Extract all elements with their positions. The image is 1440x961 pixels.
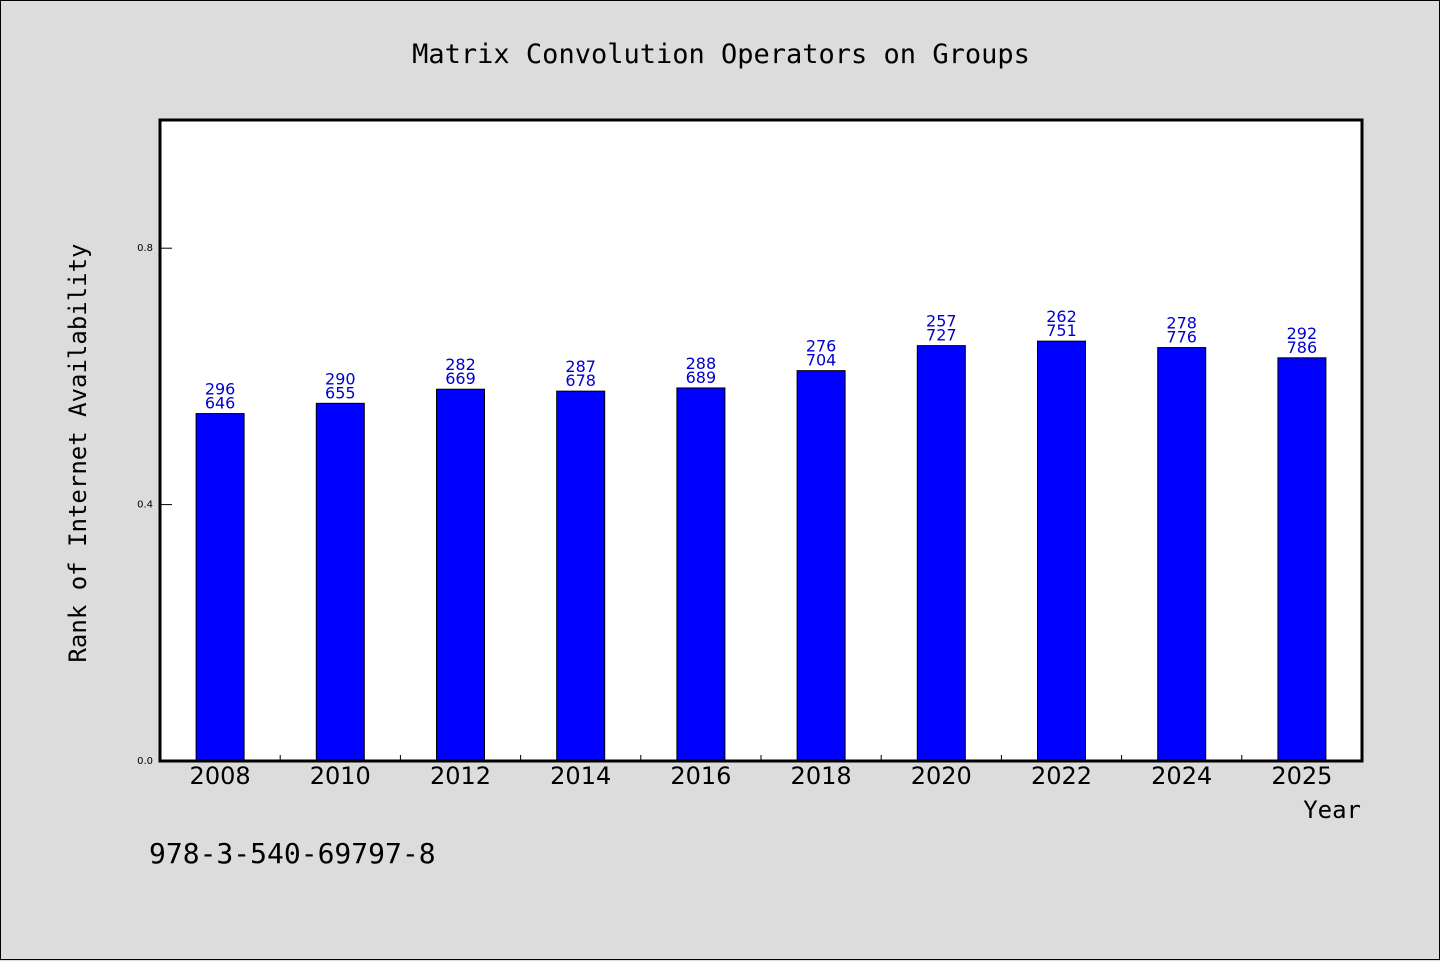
x-axis-label: Year — [1303, 796, 1361, 824]
bar-label-group: 2966462906552826692876782886892767042577… — [205, 307, 1317, 412]
bar-2020 — [916, 345, 966, 762]
x-tick-label: 2020 — [911, 762, 972, 790]
y-tick-label: 0.0 — [137, 756, 153, 767]
y-axis-label: Rank of Internet Availability — [64, 243, 92, 662]
x-tick-label: 2018 — [791, 762, 852, 790]
x-tick-label: 2010 — [310, 762, 371, 790]
bar-value-label: 278 — [1166, 314, 1197, 333]
bar-2018 — [796, 370, 846, 762]
bar-value-label: 776 — [1166, 328, 1197, 347]
chart-title: Matrix Convolution Operators on Groups — [412, 39, 1030, 70]
x-tick-label: 2016 — [670, 762, 731, 790]
x-tick-label: 2012 — [430, 762, 491, 790]
bar-value-label: 282 — [445, 355, 476, 374]
bar-value-label: 288 — [686, 354, 717, 373]
bar-value-label: 751 — [1046, 321, 1077, 340]
bar-value-label: 689 — [686, 368, 717, 387]
bar-value-label: 646 — [205, 394, 236, 413]
bar-value-label: 262 — [1046, 307, 1077, 326]
bar-2008 — [195, 413, 245, 762]
bar-value-label: 290 — [325, 369, 356, 388]
bar-2022 — [1037, 340, 1086, 762]
bar-value-label: 287 — [565, 357, 596, 376]
bar-2016 — [676, 387, 726, 762]
x-tick-label: 2025 — [1271, 762, 1332, 790]
bar-value-label: 669 — [445, 369, 476, 388]
bar-2014 — [556, 390, 606, 762]
x-tick-label: 2022 — [1031, 762, 1092, 790]
bar-2010 — [315, 402, 365, 762]
bar-value-label: 678 — [565, 371, 596, 390]
bar-value-label: 655 — [325, 383, 356, 402]
bar-2012 — [436, 388, 485, 762]
bar-value-label: 292 — [1287, 324, 1318, 343]
y-tick-label: 0.4 — [137, 500, 153, 511]
bar-value-label: 296 — [205, 380, 236, 399]
bar-value-label: 704 — [806, 351, 837, 370]
bar-2025 — [1277, 357, 1327, 762]
bar-value-label: 257 — [926, 312, 957, 331]
bar-value-label: 276 — [806, 337, 837, 356]
y-tick-label: 0.8 — [137, 243, 153, 254]
x-tick-label: 2008 — [190, 762, 251, 790]
x-tick-label: 2024 — [1151, 762, 1212, 790]
plot-frame — [158, 118, 1364, 763]
x-axis: 2008 2010 2012 2014 2016 2018 2020 2022 2024 2025 — [190, 755, 1332, 790]
bar-2024 — [1157, 347, 1207, 762]
bar-series — [195, 340, 1327, 762]
bar-value-label: 786 — [1287, 338, 1318, 357]
isbn-text: 978-3-540-69797-8 — [149, 837, 436, 870]
bar-value-label: 727 — [926, 326, 957, 345]
x-tick-label: 2014 — [550, 762, 611, 790]
